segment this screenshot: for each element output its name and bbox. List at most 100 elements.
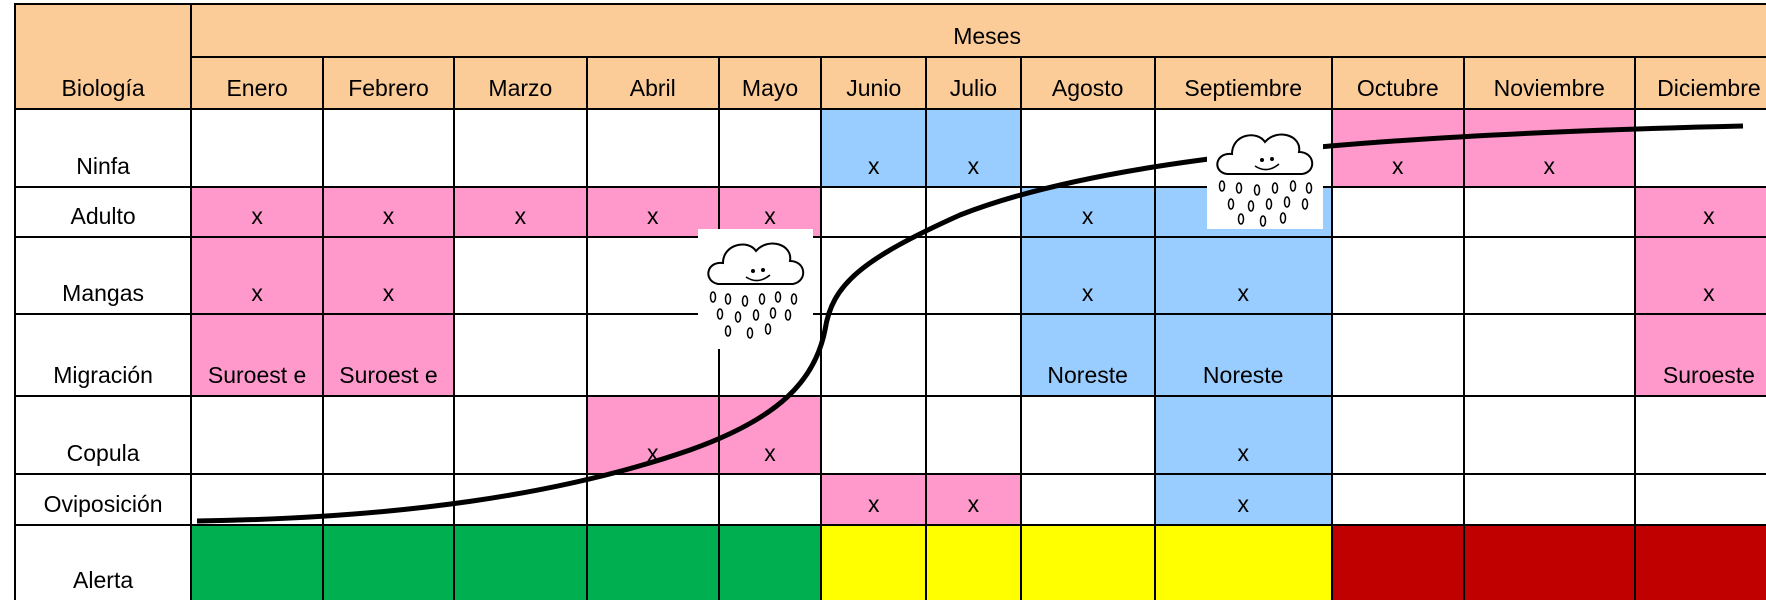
table-cell: x: [925, 473, 1022, 526]
month-header: Diciembre: [1633, 56, 1766, 110]
table-cell: x: [585, 395, 720, 475]
table-cell: [452, 524, 588, 600]
table-cell: [717, 473, 823, 526]
table-cell: [1462, 236, 1636, 315]
table-cell: [322, 473, 455, 526]
table-cell: x: [190, 186, 325, 238]
month-header: Noviembre: [1462, 56, 1636, 110]
table-row: Copula x x x: [13, 395, 1766, 475]
table-cell: [1633, 108, 1766, 188]
table-cell: x: [1153, 395, 1333, 475]
table-cell: x: [1153, 236, 1333, 315]
month-header: Julio: [925, 56, 1022, 110]
table-cell: [1330, 395, 1465, 475]
table-cell: [1019, 473, 1156, 526]
table-cell: [1019, 524, 1156, 600]
table-cell: [717, 108, 823, 188]
table-row: Oviposición x x x: [13, 473, 1766, 526]
table-cell: [1633, 524, 1766, 600]
month-header: Octubre: [1330, 56, 1465, 110]
table-cell: [452, 108, 588, 188]
table-cell: [1462, 473, 1636, 526]
table-cell: x: [1019, 186, 1156, 238]
table-cell: x: [717, 395, 823, 475]
table-cell: x: [1153, 473, 1333, 526]
table-cell: [1019, 395, 1156, 475]
table-cell: [1633, 473, 1766, 526]
month-header: Junio: [820, 56, 928, 110]
table-cell: [1330, 236, 1465, 315]
table-cell: [1330, 313, 1465, 397]
table-cell: [1462, 395, 1636, 475]
table-cell: x: [585, 186, 720, 238]
table-cell: [1153, 186, 1333, 238]
table-cell: [925, 236, 1022, 315]
row-label: Adulto: [13, 186, 193, 238]
table-cell: x: [1462, 108, 1636, 188]
row-label: Oviposición: [13, 473, 193, 526]
table-cell: [717, 236, 823, 315]
table-cell: Noreste: [1019, 313, 1156, 397]
table-cell: [322, 395, 455, 475]
group-title: Meses: [190, 3, 1766, 58]
row-label: Alerta: [13, 524, 193, 600]
table-cell: [925, 395, 1022, 475]
table-cell: [820, 524, 928, 600]
table-cell: [925, 313, 1022, 397]
row-title: Biología: [13, 3, 193, 110]
month-header: Marzo: [452, 56, 588, 110]
table-row: Adulto x x x x x x x: [13, 186, 1766, 238]
table-cell: [190, 395, 325, 475]
table-cell: [452, 313, 588, 397]
table-cell: [925, 186, 1022, 238]
table-cell: x: [1633, 186, 1766, 238]
table-cell: [820, 236, 928, 315]
table-cell: [1330, 524, 1465, 600]
table-cell: [452, 473, 588, 526]
table-cell: [1462, 524, 1636, 600]
table-cell: Suroest e: [190, 313, 325, 397]
table-cell: x: [717, 186, 823, 238]
table-cell: [820, 313, 928, 397]
table-cell: [1462, 313, 1636, 397]
table-row: Ninfa x x x x: [13, 108, 1766, 188]
table-cell: x: [190, 236, 325, 315]
table-cell: [717, 313, 823, 397]
table-cell: [452, 395, 588, 475]
table-cell: [585, 473, 720, 526]
table-cell: [585, 524, 720, 600]
table-cell: [585, 236, 720, 315]
table-cell: Noreste: [1153, 313, 1333, 397]
table-cell: Suroest e: [322, 313, 455, 397]
table-cell: x: [322, 236, 455, 315]
table-cell: [717, 524, 823, 600]
table-row: Mangas x x x x x: [13, 236, 1766, 315]
table-cell: [820, 186, 928, 238]
table-cell: x: [452, 186, 588, 238]
table-cell: [322, 524, 455, 600]
row-label: Copula: [13, 395, 193, 475]
table-cell: [190, 108, 325, 188]
table-row: Migración Suroest e Suroest e Noreste Norest…: [13, 313, 1766, 397]
table-cell: x: [820, 473, 928, 526]
table-cell: [1462, 186, 1636, 238]
month-header: Agosto: [1019, 56, 1156, 110]
table-cell: [322, 108, 455, 188]
table-cell: x: [1330, 108, 1465, 188]
month-header: Abril: [585, 56, 720, 110]
table-cell: [925, 524, 1022, 600]
table-cell: x: [925, 108, 1022, 188]
table-cell: x: [1633, 236, 1766, 315]
table-cell: [190, 473, 325, 526]
month-header: Enero: [190, 56, 325, 110]
table-cell: x: [1019, 236, 1156, 315]
table-cell: [190, 524, 325, 600]
table-cell: Suroeste: [1633, 313, 1766, 397]
table-cell: [585, 108, 720, 188]
month-header: Mayo: [717, 56, 823, 110]
table-cell: [820, 395, 928, 475]
table-cell: [1153, 524, 1333, 600]
table-cell: [452, 236, 588, 315]
table-cell: [1330, 186, 1465, 238]
